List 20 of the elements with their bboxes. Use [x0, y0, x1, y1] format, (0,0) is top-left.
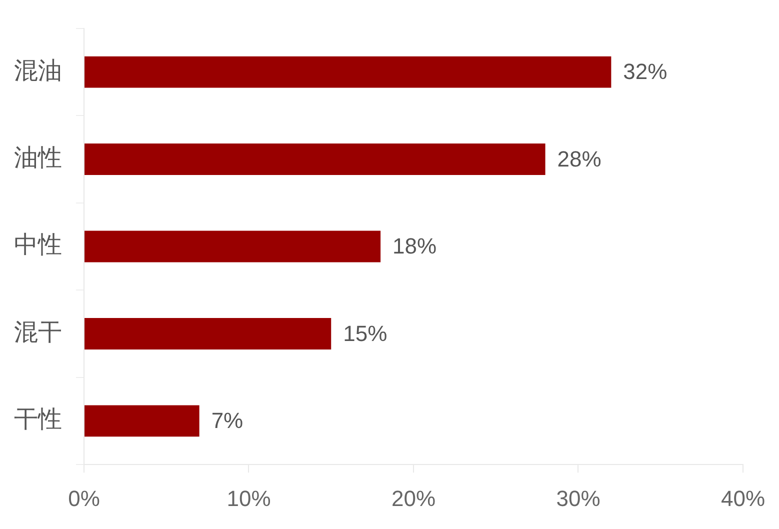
data-label: 18% — [392, 234, 437, 259]
y-tick-label: 油性 — [14, 143, 62, 172]
y-tick-label: 干性 — [14, 405, 62, 434]
y-tick-label: 中性 — [14, 230, 62, 259]
bar — [84, 318, 332, 350]
x-tick-label: 40% — [720, 486, 766, 511]
bar — [84, 230, 381, 262]
data-label: 28% — [557, 146, 602, 172]
data-label: 7% — [211, 408, 244, 434]
data-label: 15% — [343, 320, 388, 346]
bar — [84, 56, 612, 88]
x-tick-label: 10% — [226, 486, 271, 511]
x-tick-label: 20% — [391, 486, 436, 511]
data-label: 32% — [623, 59, 668, 84]
x-tick-label: 0% — [68, 486, 100, 511]
bar — [84, 405, 200, 437]
y-tick-label: 混油 — [14, 56, 62, 84]
x-tick-label: 30% — [556, 486, 600, 511]
bar — [84, 144, 546, 175]
y-tick-label: 混干 — [14, 318, 62, 346]
